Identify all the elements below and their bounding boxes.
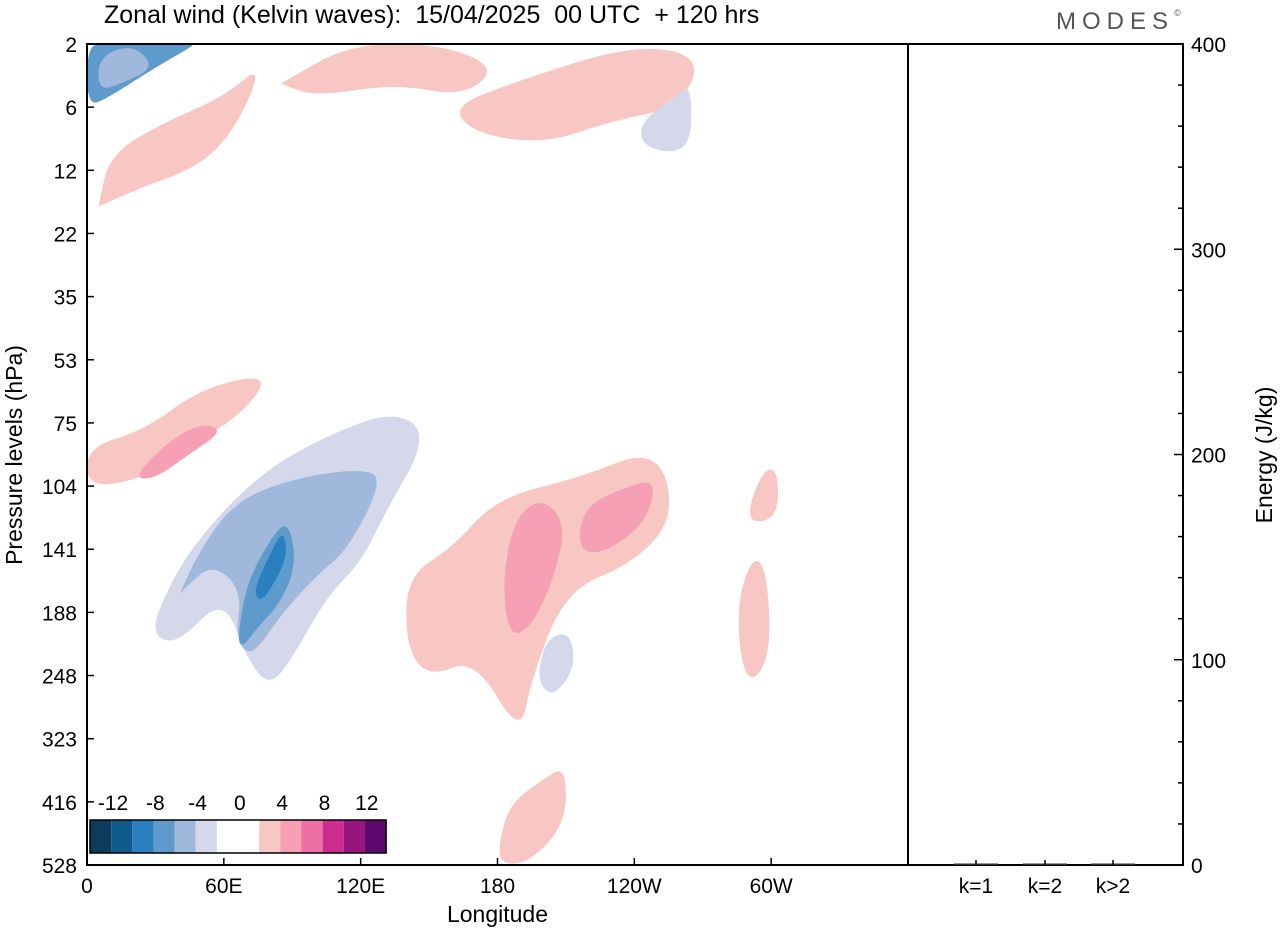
contour-blob-18 [750, 469, 778, 522]
contour-blob-16 [539, 634, 574, 693]
contour-blob-17 [738, 560, 770, 678]
x-tick-label: 60E [205, 875, 242, 898]
y-tick-label: 53 [54, 350, 77, 373]
y-tick-label: 416 [42, 792, 77, 815]
copyright-mark: © [1174, 8, 1181, 18]
colorbar-label: 8 [319, 792, 331, 815]
colorbar: -12 -8 -4 0 4 8 12 [89, 792, 387, 854]
colorbar-cell [216, 820, 239, 853]
energy-tick-label: 100 [1191, 650, 1226, 673]
colorbar-cell [259, 820, 281, 853]
colorbar-label: 4 [276, 792, 288, 815]
brand-logo: MODES© [1056, 8, 1181, 36]
contour-blob-7 [139, 425, 217, 479]
y-tick-label: 248 [42, 666, 77, 689]
brand-text: MODES [1056, 8, 1175, 35]
contour-blob-15 [499, 771, 566, 864]
energy-tick-label: 0 [1191, 855, 1203, 878]
colorbar-label: 12 [355, 792, 378, 815]
contour-blob-11 [255, 535, 286, 600]
energy-tick-label: 300 [1191, 239, 1226, 262]
colorbar-label: -8 [146, 792, 165, 815]
energy-tick-label: 400 [1191, 34, 1226, 57]
x-tick-label: 0 [81, 875, 93, 898]
energy-bars: 0 100 200 300 400 Energy (J/kg) k=1 k=2 k>2 [954, 34, 1277, 898]
contour-blob-3 [280, 44, 487, 94]
chart-title: Zonal wind (Kelvin waves): 15/04/2025 00… [104, 1, 760, 29]
y-tick-label: 22 [54, 223, 77, 246]
y-tick-label: 188 [42, 602, 77, 625]
y-tick-label: 75 [54, 413, 77, 436]
x-axis-label: Longitude [447, 901, 548, 927]
colorbar-cell [238, 820, 260, 853]
y-tick-label: 104 [42, 476, 77, 499]
contour-blob-14 [579, 482, 653, 553]
x-tick-label: 120W [607, 875, 662, 898]
y-tick-label: 528 [42, 855, 77, 878]
colorbar-label: 0 [234, 792, 246, 815]
contour-blob-6 [87, 378, 261, 485]
energy-axis-label: Energy (J/kg) [1251, 387, 1277, 524]
colorbar-cell [280, 820, 302, 853]
contour-layer [87, 44, 778, 864]
colorbar-cell [174, 820, 196, 853]
contour-blob-13 [504, 503, 563, 633]
colorbar-cell [90, 820, 112, 853]
y-tick-label: 141 [42, 539, 77, 562]
contour-blob-1 [98, 48, 149, 88]
y-tick-label: 323 [42, 729, 77, 752]
energy-tick-label: 200 [1191, 445, 1226, 468]
colorbar-label: -4 [188, 792, 207, 815]
y-tick-label: 35 [54, 287, 77, 310]
contour-blob-4 [460, 48, 695, 141]
contour-blob-2 [98, 74, 256, 207]
contour-blob-5 [641, 89, 692, 152]
y-tick-label: 6 [65, 97, 77, 120]
y-tick-label: 2 [65, 34, 77, 57]
category-label: k=2 [1028, 875, 1062, 898]
colorbar-cell [132, 820, 154, 853]
colorbar-cell [195, 820, 217, 853]
x-tick-label: 60W [750, 875, 793, 898]
colorbar-cell [301, 820, 323, 853]
colorbar-cell [111, 820, 133, 853]
x-tick-label: 120E [336, 875, 385, 898]
colorbar-cell [364, 820, 387, 853]
y-tick-label: 12 [54, 160, 77, 183]
energy-frame [907, 43, 1184, 866]
y-axis-label: Pressure levels (hPa) [1, 345, 27, 565]
colorbar-frame [89, 819, 387, 854]
colorbar-cell [153, 820, 175, 853]
category-label: k=1 [959, 875, 993, 898]
plot-frame [86, 43, 909, 866]
colorbar-cell [343, 820, 365, 853]
category-label: k>2 [1096, 875, 1130, 898]
colorbar-label: -12 [98, 792, 128, 815]
colorbar-cell [322, 820, 344, 853]
x-tick-label: 180 [480, 875, 515, 898]
